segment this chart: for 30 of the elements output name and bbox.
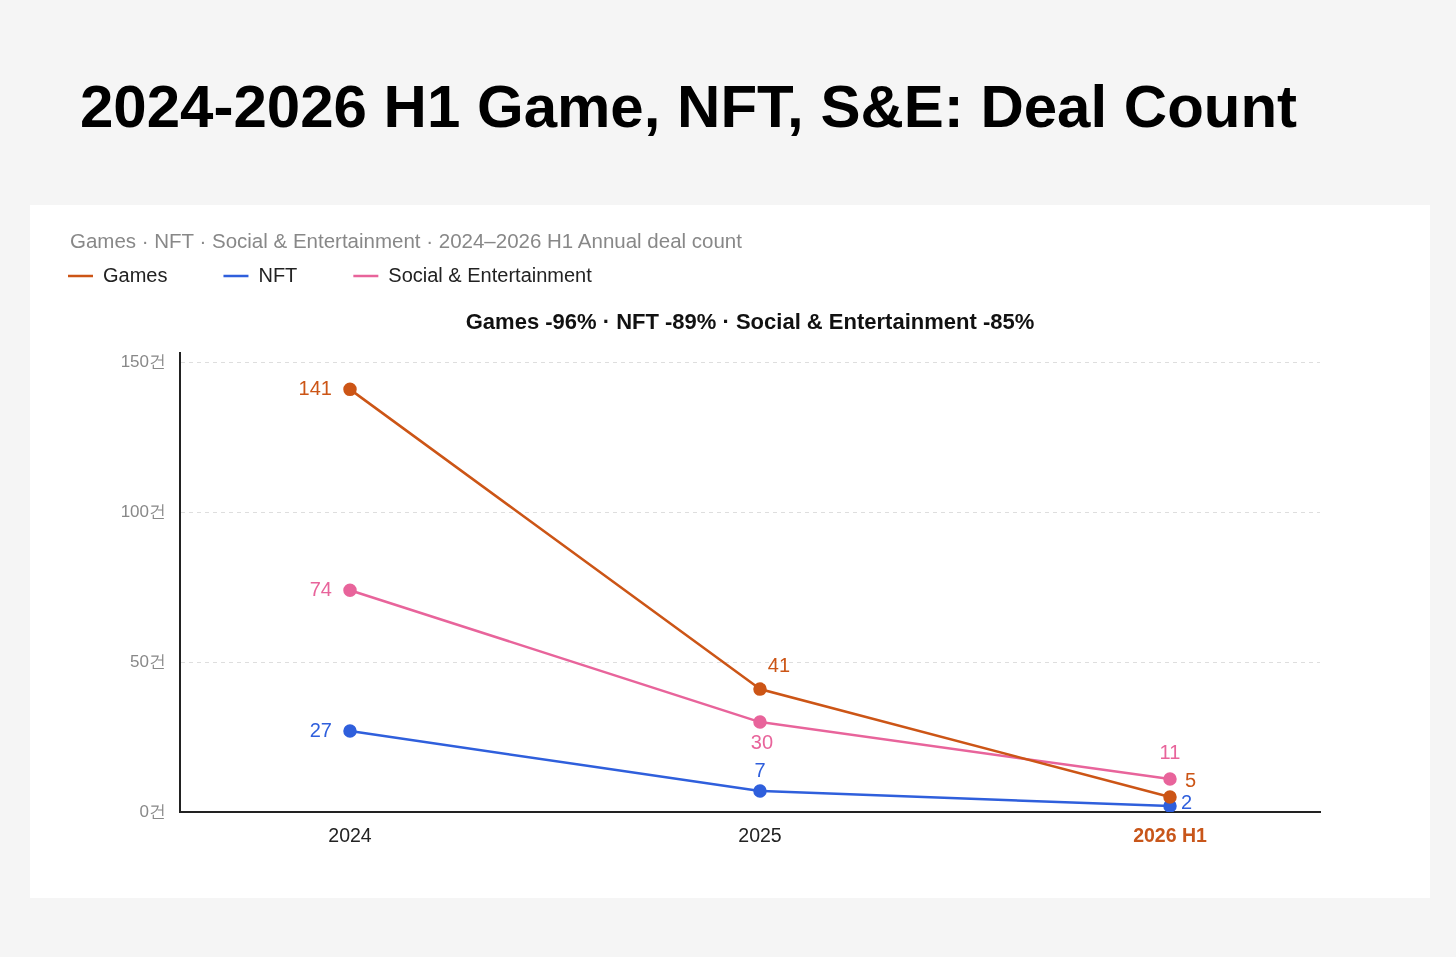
data-label: 41 xyxy=(767,653,791,676)
y-tick-label: 100건 xyxy=(120,501,166,521)
data-label: 27 xyxy=(309,718,332,741)
point xyxy=(1163,772,1177,786)
data-label: 141 xyxy=(298,376,332,399)
point xyxy=(343,382,357,397)
point xyxy=(343,724,357,738)
legend-label: NFT xyxy=(258,263,298,286)
point xyxy=(753,682,767,696)
data-label: 5 xyxy=(1184,768,1197,791)
data-label: 11 xyxy=(1159,740,1181,763)
chart-subtitle: Games · NFT · Social & Entertainment · 2024–2026 H1 Annual deal count xyxy=(70,229,742,253)
legend-label: Games xyxy=(103,263,168,286)
y-tick-label: 150건 xyxy=(120,352,166,372)
point xyxy=(343,583,357,597)
legend-label: Social & Entertainment xyxy=(388,263,593,286)
point xyxy=(1163,790,1177,804)
data-label: 2 xyxy=(1180,790,1193,813)
point xyxy=(753,784,767,798)
point xyxy=(753,715,767,729)
chart-title: 2024-2026 H1 Game, NFT, S&E: Deal Count xyxy=(80,73,1298,140)
y-tick-label: 50건 xyxy=(130,651,166,671)
data-label: 74 xyxy=(309,577,332,600)
text: Games -96% · NFT -89% · Social & Entertainment -85% xyxy=(465,309,1035,335)
x-tick-label: 2025 xyxy=(738,824,782,847)
data-label: 7 xyxy=(754,758,766,781)
y-tick-label: 0건 xyxy=(139,801,166,821)
x-tick-label: 2026 H1 xyxy=(1133,824,1208,847)
x-tick-label: 2024 xyxy=(328,824,372,847)
data-label: 30 xyxy=(750,730,774,753)
